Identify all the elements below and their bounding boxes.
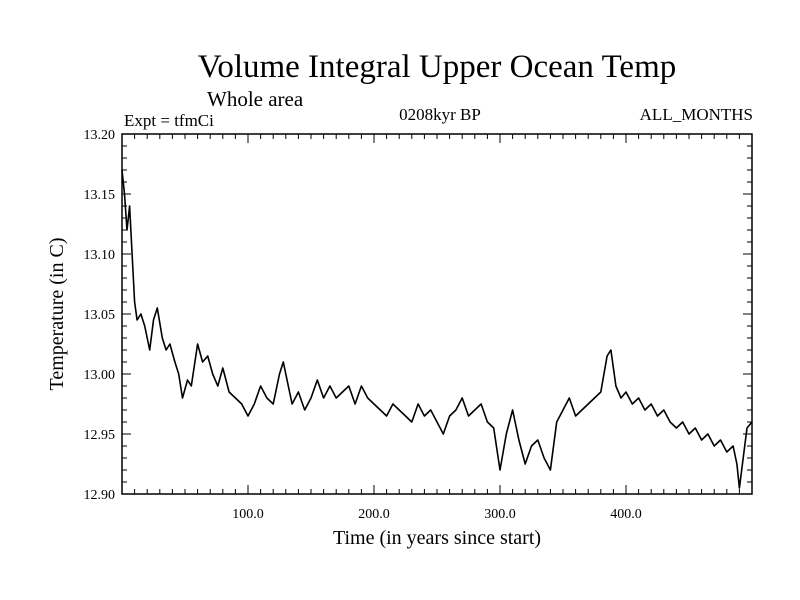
y-tick-label: 12.95: [84, 428, 116, 443]
y-tick-label: 13.10: [84, 248, 116, 263]
plot-frame: [121, 133, 753, 495]
x-tick-label: 300.0: [484, 507, 516, 522]
y-tick-label: 13.15: [84, 188, 116, 203]
chart-title: Volume Integral Upper Ocean Temp: [198, 49, 676, 85]
period-label: 0208kyr BP: [399, 105, 481, 124]
y-tick-label: 12.90: [84, 488, 116, 503]
months-label: ALL_MONTHS: [640, 105, 753, 124]
chart-subtitle: Whole area: [207, 87, 304, 111]
axis-ticks: [122, 134, 752, 494]
y-axis-label: Temperature (in C): [46, 238, 68, 391]
y-tick-label: 13.00: [84, 368, 116, 383]
x-axis-label: Time (in years since start): [333, 527, 541, 549]
series-line: [121, 169, 753, 489]
x-tick-label: 100.0: [232, 507, 264, 522]
experiment-label: Expt = tfmCi: [124, 111, 214, 130]
x-tick-label: 200.0: [358, 507, 390, 522]
x-tick-label: 400.0: [610, 507, 642, 522]
axis-tick-labels: 100.0 200.0 300.0 400.0 12.90 12.95 13.00 13.05…: [84, 128, 642, 522]
y-tick-label: 13.05: [84, 308, 116, 323]
y-tick-label: 13.20: [84, 128, 116, 143]
